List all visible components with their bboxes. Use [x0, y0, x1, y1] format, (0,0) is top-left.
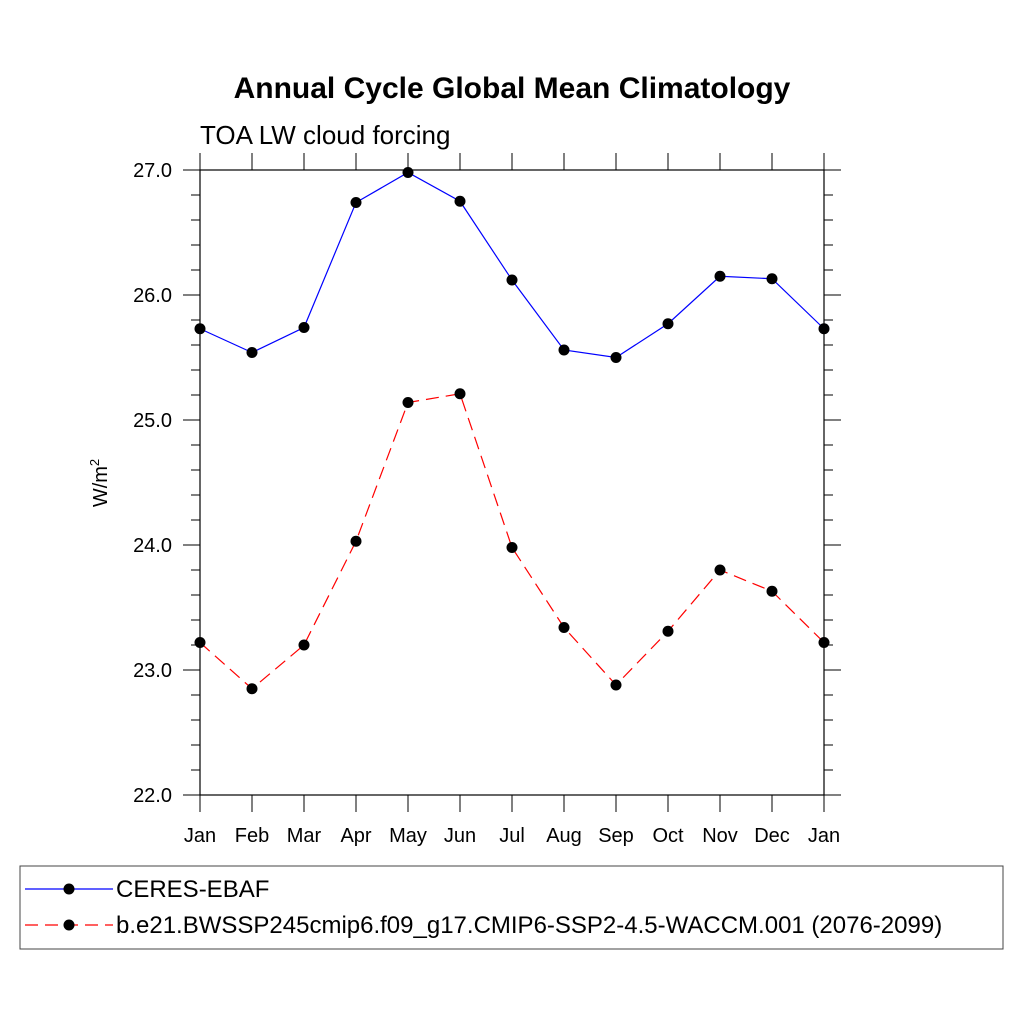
- y-tick-label: 27.0: [133, 160, 172, 182]
- series-1-point: [350, 197, 362, 208]
- series-1-point: [818, 323, 830, 335]
- y-tick-label: 25.0: [133, 410, 172, 432]
- series-1-point: [766, 273, 778, 285]
- axes: 22.0 23.0 24.0 25.0 26.0 27.0 Jan Feb Mar Apr May J…: [133, 153, 841, 847]
- series-2-point: [818, 637, 830, 648]
- series-2-point: [194, 637, 206, 648]
- series-2-point: [714, 564, 726, 576]
- x-tick-label: Mar: [287, 825, 322, 847]
- x-tick-label: Jun: [444, 825, 476, 847]
- series-2-point: [558, 622, 570, 633]
- x-tick-label: Apr: [340, 825, 371, 847]
- series-1-point: [298, 322, 310, 333]
- chart-subtitle: TOA LW cloud forcing: [200, 120, 450, 150]
- series-2-point: [402, 397, 414, 408]
- series-2-point: [766, 585, 778, 597]
- series-1-point: [194, 323, 206, 335]
- x-tick-label: Sep: [598, 825, 634, 847]
- series-1-point: [506, 274, 518, 286]
- series-2-point: [246, 683, 258, 695]
- plot-frame: [199, 169, 825, 796]
- series-2-point: [506, 542, 518, 553]
- series-line-1: [199, 171, 825, 359]
- series-2-point: [298, 639, 310, 651]
- y-tick-label: 24.0: [133, 535, 172, 557]
- series-line-2: [199, 393, 825, 690]
- series-2-point: [454, 388, 466, 400]
- x-tick-label: Aug: [546, 825, 582, 847]
- x-tick-label: Jan: [184, 825, 216, 847]
- x-tick-label: Nov: [702, 825, 738, 847]
- legend-label-1: CERES-EBAF: [116, 876, 269, 903]
- series-2-point: [610, 679, 622, 691]
- x-tick-label: Dec: [754, 825, 790, 847]
- y-axis-label: W/m2: [87, 459, 112, 507]
- x-tick-label: Oct: [652, 825, 684, 847]
- legend-marker-1: [63, 883, 75, 895]
- y-tick-label: 26.0: [133, 285, 172, 307]
- legend-label-2: b.e21.BWSSP245cmip6.f09_g17.CMIP6-SSP2-4…: [116, 912, 942, 939]
- series-1-point: [662, 318, 674, 330]
- series-1-point: [454, 195, 466, 207]
- series-1-point: [714, 270, 726, 282]
- y-axis-label-superscript: 2: [87, 459, 102, 466]
- x-tick-label: Jul: [499, 825, 525, 847]
- series-1-point: [610, 352, 622, 363]
- series-1-point: [246, 347, 258, 358]
- legend: CERES-EBAF b.e21.BWSSP245cmip6.f09_g17.CM…: [19, 865, 1004, 950]
- series-1-point: [558, 344, 570, 356]
- series-2-point: [662, 625, 674, 637]
- y-tick-label: 22.0: [133, 785, 172, 807]
- x-tick-label: May: [389, 825, 427, 847]
- x-tick-label: Feb: [235, 825, 269, 847]
- x-tick-label: Jan: [808, 825, 840, 847]
- series-group: [194, 167, 830, 695]
- legend-marker-2: [63, 919, 75, 931]
- series-1-point: [402, 167, 414, 178]
- legend-box: [19, 865, 1004, 950]
- y-axis-label-unit: W/m: [90, 466, 112, 507]
- chart-title: Annual Cycle Global Mean Climatology: [234, 72, 791, 105]
- series-2-point: [350, 535, 362, 547]
- y-tick-label: 23.0: [133, 660, 172, 682]
